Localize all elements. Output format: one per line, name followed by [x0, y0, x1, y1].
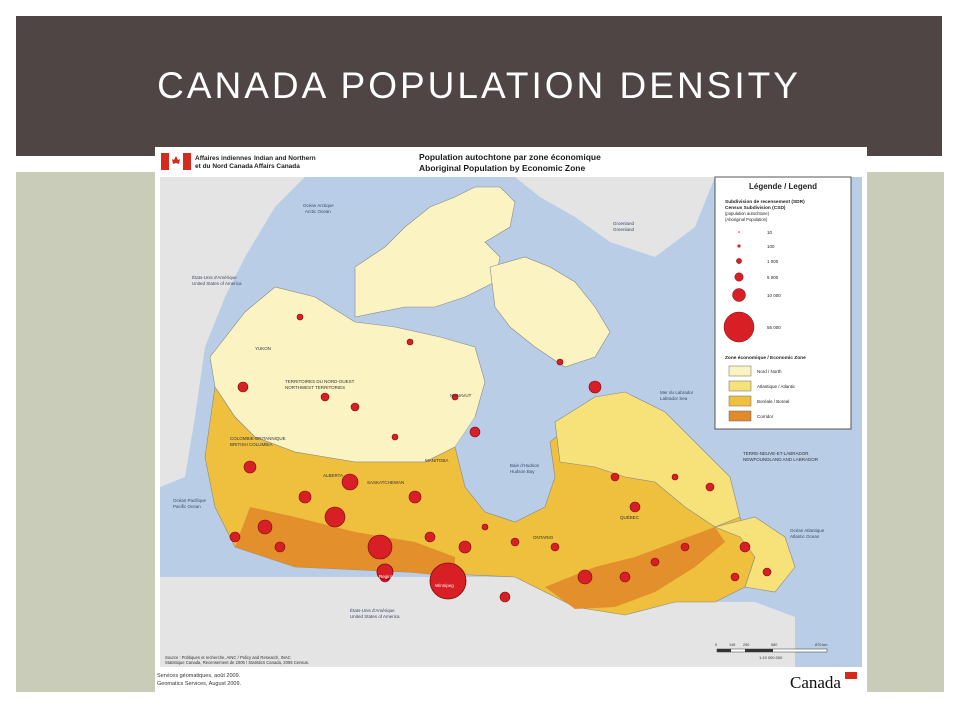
greenland-land: [515, 177, 715, 257]
footer-source2: Statistique Canada, Recensement de 2006 …: [165, 660, 309, 665]
label-usa-s-en: United States of America: [350, 614, 400, 619]
prairie-corridor: [235, 507, 455, 577]
label-greenland: Groenland: [613, 221, 635, 226]
scale-tick-290: 290: [743, 643, 749, 647]
legend-dot-1000: [736, 258, 742, 264]
scale-tick-145: 145: [729, 643, 735, 647]
label-yukon: YUKON: [255, 346, 271, 351]
fr-org-line1: Affaires indiennes: [195, 155, 252, 162]
footer-services-fr: Services géomatiques, août 2009.: [157, 673, 241, 679]
label-pacific-en: Pacific Ocean: [173, 504, 201, 509]
label-nunavut: NUNAVUT: [450, 393, 472, 398]
hudson-bay: [455, 417, 550, 522]
map-title-fr: Population autochtone par zone économiqu…: [419, 152, 601, 162]
legend-dot-55000: [723, 311, 755, 343]
legend: Légende / Legend Subdivision de recensem…: [714, 176, 852, 430]
label-nl-en: NEWFOUNDLAND AND LABRADOR: [743, 457, 819, 462]
canada-flag-icon: [161, 153, 191, 170]
legend-pop-en: (Aboriginal Population): [725, 217, 768, 222]
label-bc-fr: COLOMBIE-BRITANNIQUE: [230, 436, 286, 441]
legend-size-10000: 10 000: [767, 293, 781, 298]
canada-wordmark: Canada: [790, 672, 857, 692]
scale-ratio: 1:19 000 000: [759, 655, 783, 660]
legend-size-5000: 5 000: [767, 275, 779, 280]
arctic-archipelago: [354, 186, 516, 318]
baffin-island: [489, 256, 611, 368]
legend-dot-100: [737, 244, 741, 248]
wordmark-flag-icon: [845, 672, 857, 679]
label-atlantic-fr: Océan Atlantique: [790, 528, 825, 533]
fr-org-line2: et du Nord Canada: [195, 163, 253, 170]
legend-zone-swatch-corridor: [728, 410, 752, 422]
east-corridor: [545, 527, 725, 609]
legend-zone-heading: Zone économique / Economic Zone: [725, 355, 806, 361]
label-alberta: ALBERTA: [323, 473, 343, 478]
legend-zone-swatch-boreal: [728, 395, 752, 407]
label-regina: Regina: [379, 574, 394, 579]
label-arctic-en: Arctic Ocean: [305, 209, 331, 214]
winnipeg-dot: [429, 562, 467, 600]
map-image: Affaires indiennes et du Nord Canada Ind…: [155, 147, 867, 692]
usa-land: [160, 577, 795, 667]
label-labrador-sea-fr: Mer du Labrador: [660, 390, 694, 395]
map-header: [155, 147, 867, 177]
footer-source: Source : Politiques et recherche, AINC /…: [165, 655, 291, 660]
title-bar: CANADA POPULATION DENSITY: [16, 16, 942, 156]
en-org-line1: Indian and Northern: [254, 155, 316, 162]
scale-bar: 0 145 290 580 870 km 1:19 000 000: [715, 643, 827, 660]
legend-dot-5000: [734, 272, 744, 282]
label-winnipeg: Winnipeg: [435, 583, 454, 588]
label-nwt-fr: TERRITOIRES DU NORD-OUEST: [285, 379, 355, 384]
label-manitoba: MANITOBA: [425, 458, 448, 463]
alaska-land: [160, 177, 305, 487]
regina-dot: [376, 563, 394, 581]
label-hudson-fr: Baie d'Hudson: [510, 463, 540, 468]
legend-zone-swatch-atlantic: [728, 380, 752, 392]
legend-dot-10000: [732, 288, 746, 302]
legend-pop-fr: (population autochtone): [725, 211, 770, 216]
label-usa-s-fr: États-Unis d'Amérique: [350, 607, 395, 613]
legend-zone-corridor: Corridor: [757, 414, 774, 419]
scale-tick-0: 0: [715, 643, 717, 647]
label-hudson-en: Hudson Bay: [510, 469, 535, 474]
legend-zone-atlantic: Atlantique / Atlantic: [757, 384, 796, 389]
legend-heading: Légende / Legend: [749, 182, 817, 191]
label-nl-fr: TERRE-NEUVE-ET-LABRADOR: [743, 451, 809, 456]
label-usa-nw-fr: États-Unis d'Amérique: [192, 274, 237, 280]
label-ontario: ONTARIO: [533, 535, 554, 540]
label-greenland-en: Greenland: [613, 227, 635, 232]
legend-size-100: 100: [767, 244, 775, 249]
wordmark-text: Canada: [790, 673, 841, 692]
label-nwt-en: NORTHWEST TERRITORIES: [285, 385, 345, 390]
en-org-line2: Affairs Canada: [254, 163, 300, 170]
legend-zone-swatch-north: [728, 365, 752, 377]
map-title-en: Aboriginal Population by Economic Zone: [419, 163, 586, 173]
label-quebec: QUÉBEC: [620, 514, 640, 520]
legend-size-55000: 55 000: [767, 325, 781, 330]
legend-dot-10: [738, 231, 740, 233]
label-pacific-fr: Océan Pacifique: [173, 498, 207, 503]
legend-zone-boreal: Boréale / Boreal: [757, 399, 789, 404]
label-sask: SASKATCHEWAN: [367, 480, 404, 485]
map-footer: [155, 667, 867, 692]
label-bc-en: BRITISH COLUMBIA: [230, 442, 273, 447]
scale-tick-870: 870 km: [815, 643, 827, 647]
legend-zone-north: Nord / North: [757, 369, 782, 374]
legend-size-1000: 1 000: [767, 259, 779, 264]
slide-title: CANADA POPULATION DENSITY: [157, 65, 801, 106]
label-arctic: Océan Arctique: [303, 203, 334, 208]
legend-csd-en: Census Subdivision (CSD): [725, 205, 786, 211]
quebec-labrador-zone: [554, 391, 741, 528]
scale-tick-580: 580: [771, 643, 777, 647]
footer-services-en: Geomatics Services, August 2009.: [157, 681, 242, 687]
legend-size-10: 10: [767, 230, 773, 235]
label-atlantic-en: Atlantic Ocean: [790, 534, 820, 539]
label-labrador-sea-en: Labrador Sea: [660, 396, 688, 401]
label-usa-nw-en: United States of America: [192, 281, 242, 286]
map-svg: Affaires indiennes et du Nord Canada Ind…: [155, 147, 867, 692]
legend-csd-fr: Subdivision de recensement (SDR): [725, 199, 805, 205]
